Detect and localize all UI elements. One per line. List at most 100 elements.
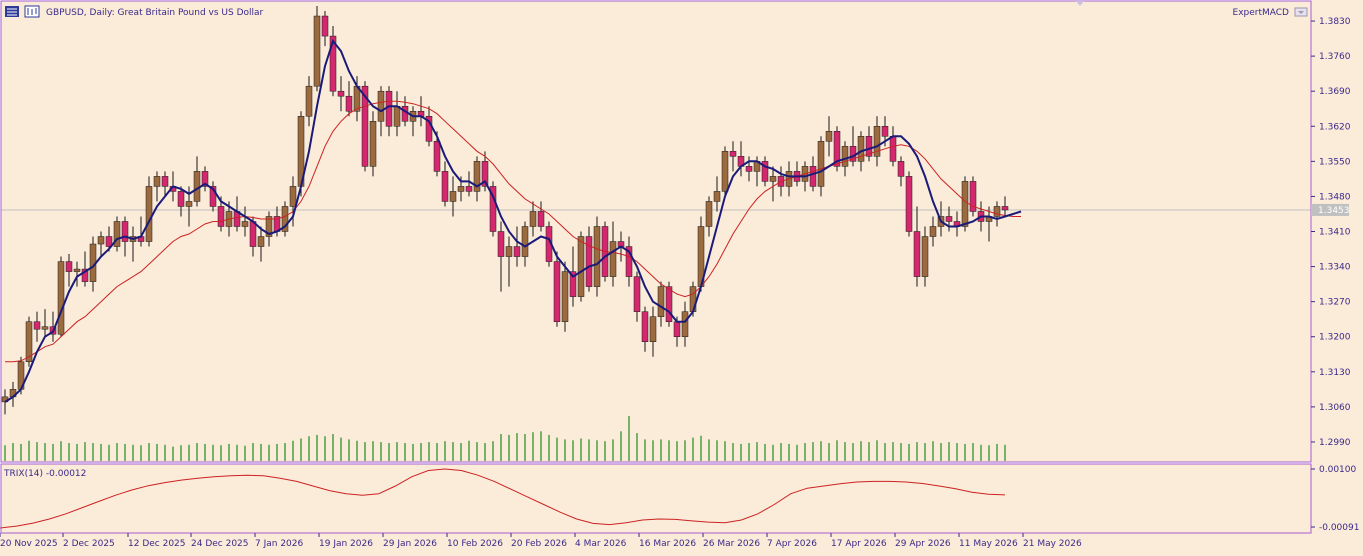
time-tick-label: 10 Feb 2026 <box>447 539 503 549</box>
candle-body[interactable] <box>457 186 465 192</box>
candle-body[interactable] <box>369 121 377 167</box>
candle-body[interactable] <box>265 216 273 237</box>
candle-body[interactable] <box>57 261 65 335</box>
scroll-marker-icon[interactable] <box>1076 1 1084 6</box>
candle-body[interactable] <box>969 181 977 212</box>
candle-body[interactable] <box>721 151 729 192</box>
candle-body[interactable] <box>441 171 449 202</box>
candle-body[interactable] <box>121 221 129 242</box>
candle-body[interactable] <box>665 286 673 322</box>
candle-body[interactable] <box>497 231 505 257</box>
candle-body[interactable] <box>505 246 513 257</box>
candle-body[interactable] <box>825 131 833 142</box>
expert-advisor-name[interactable]: ExpertMACD <box>1233 8 1290 18</box>
candle-body[interactable] <box>201 171 209 187</box>
candle-body[interactable] <box>841 146 849 167</box>
candle-body[interactable] <box>337 90 345 97</box>
candle-body[interactable] <box>921 236 929 277</box>
candle-body[interactable] <box>945 216 953 222</box>
candle-body[interactable] <box>761 161 769 182</box>
candle-body[interactable] <box>393 105 401 127</box>
candle-body[interactable] <box>329 35 337 92</box>
candles[interactable] <box>1 6 1009 415</box>
candle-body[interactable] <box>305 85 313 117</box>
candle-body[interactable] <box>321 15 329 37</box>
candle-body[interactable] <box>993 206 1001 217</box>
candle-body[interactable] <box>745 166 753 172</box>
candle-body[interactable] <box>889 136 897 162</box>
candle-body[interactable] <box>817 141 825 187</box>
candle-body[interactable] <box>897 161 905 177</box>
candle-body[interactable] <box>913 231 921 277</box>
candle-body[interactable] <box>401 105 409 122</box>
candle-body[interactable] <box>81 268 89 282</box>
candle-body[interactable] <box>705 201 713 227</box>
candle-body[interactable] <box>209 186 217 207</box>
candle-body[interactable] <box>577 236 585 297</box>
candle-body[interactable] <box>313 15 321 87</box>
candle-body[interactable] <box>881 126 889 137</box>
candle-body[interactable] <box>769 176 777 182</box>
candle-body[interactable] <box>929 226 937 237</box>
candle-body[interactable] <box>385 90 393 127</box>
candle-body[interactable] <box>553 261 561 322</box>
candle-body[interactable] <box>25 321 33 363</box>
candle-body[interactable] <box>865 136 873 157</box>
candle-body[interactable] <box>193 171 201 202</box>
candle-body[interactable] <box>257 236 265 247</box>
candle-body[interactable] <box>377 90 385 122</box>
candle-body[interactable] <box>633 276 641 312</box>
candle-body[interactable] <box>1001 206 1009 211</box>
candle-body[interactable] <box>673 321 681 337</box>
candle-body[interactable] <box>433 141 441 172</box>
candle-body[interactable] <box>873 126 881 157</box>
candle-body[interactable] <box>569 271 577 297</box>
candle-body[interactable] <box>145 186 153 242</box>
candle-body[interactable] <box>177 191 185 207</box>
candle-body[interactable] <box>361 85 369 167</box>
candle-body[interactable] <box>585 236 593 287</box>
candle-body[interactable] <box>33 321 41 330</box>
candle-body[interactable] <box>489 186 497 232</box>
candle-body[interactable] <box>641 311 649 342</box>
candle-body[interactable] <box>65 261 73 272</box>
candle-body[interactable] <box>729 151 737 157</box>
candle-body[interactable] <box>657 286 665 317</box>
candle-body[interactable] <box>593 226 601 287</box>
candle-body[interactable] <box>537 211 545 227</box>
candle-body[interactable] <box>561 271 569 322</box>
candle-body[interactable] <box>521 226 529 257</box>
candle-body[interactable] <box>609 241 617 277</box>
candle-body[interactable] <box>481 161 489 187</box>
candle-body[interactable] <box>529 211 537 227</box>
candle-body[interactable] <box>857 136 865 162</box>
candle-body[interactable] <box>465 186 473 192</box>
candle-body[interactable] <box>185 201 193 207</box>
candle-body[interactable] <box>105 236 113 247</box>
candle-body[interactable] <box>449 191 457 202</box>
candle-body[interactable] <box>713 191 721 202</box>
candle-body[interactable] <box>153 176 161 187</box>
candle-body[interactable] <box>513 246 521 257</box>
candle-body[interactable] <box>249 221 257 247</box>
candle-body[interactable] <box>473 161 481 192</box>
candle-body[interactable] <box>833 131 841 167</box>
candle-body[interactable] <box>217 206 225 227</box>
candle-body[interactable] <box>961 181 969 227</box>
candle-body[interactable] <box>241 221 249 227</box>
candle-body[interactable] <box>289 186 297 207</box>
candle-body[interactable] <box>161 176 169 187</box>
candle-body[interactable] <box>681 311 689 337</box>
candle-body[interactable] <box>649 316 657 342</box>
candle-body[interactable] <box>73 268 81 272</box>
candle-body[interactable] <box>281 206 289 232</box>
candle-body[interactable] <box>97 236 105 245</box>
candle-body[interactable] <box>625 246 633 277</box>
candle-body[interactable] <box>345 95 353 112</box>
candle-body[interactable] <box>905 176 913 232</box>
expert-hat-icon-detail <box>1298 11 1304 14</box>
candle-body[interactable] <box>809 166 817 187</box>
candle-body[interactable] <box>113 221 121 247</box>
candle-body[interactable] <box>41 326 49 330</box>
